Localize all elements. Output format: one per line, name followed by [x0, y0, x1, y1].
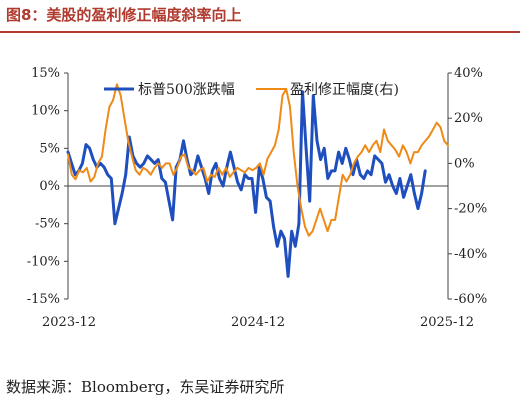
title-rule [0, 31, 520, 33]
right-tick-label: 40% [454, 66, 483, 81]
left-tick-label: -10% [27, 254, 60, 269]
figure-title: 图8：美股的盈利修正幅度斜率向上 [6, 6, 242, 24]
x-tick-label: 2024-12 [231, 315, 285, 330]
chart-legend: 标普500涨跌幅 盈利修正幅度(右) [104, 82, 399, 98]
left-tick-label: 15% [31, 66, 60, 81]
left-tick-label: 5% [39, 141, 60, 156]
source-note: 数据来源：Bloomberg，东吴证券研究所 [6, 378, 285, 396]
chart-series [66, 83, 449, 278]
left-tick-label: 10% [31, 104, 60, 119]
legend-label-sp500: 标普500涨跌幅 [138, 82, 235, 98]
legend-label-revision: 盈利修正幅度(右) [290, 82, 399, 98]
left-tick-label: -15% [27, 292, 60, 307]
chart-axes: 15% 10% 5% 0% -5% -10% -15% 40% 20% 0% -20% -40% -60… [27, 66, 488, 330]
x-tick-label: 2025-12 [420, 315, 474, 330]
left-tick-label: -5% [35, 217, 60, 232]
right-tick-label: 0% [454, 156, 475, 171]
right-tick-label: 20% [454, 111, 483, 126]
x-tick-label: 2023-12 [42, 315, 96, 330]
left-tick-label: 0% [39, 179, 60, 194]
series-line-sp500 [66, 90, 427, 278]
right-tick-label: -60% [454, 292, 487, 307]
right-tick-label: -40% [454, 247, 487, 262]
right-tick-label: -20% [454, 202, 487, 217]
series-line-revision [67, 83, 449, 237]
